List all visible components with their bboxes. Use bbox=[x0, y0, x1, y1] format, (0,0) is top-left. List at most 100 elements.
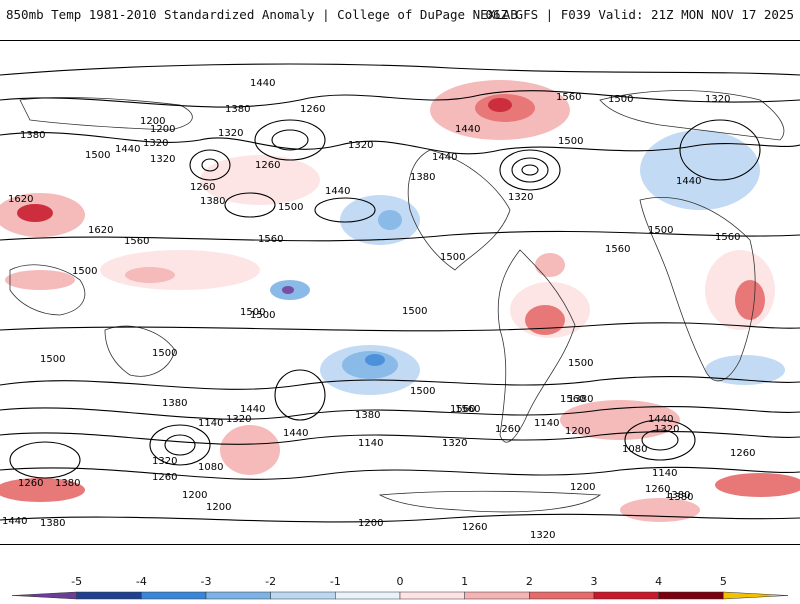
colorbar-tick-labels: -5 -4 -3 -2 -1 0 1 2 3 4 5 bbox=[71, 575, 727, 588]
contour-label: 1380 bbox=[668, 492, 693, 503]
contour-label: 1500 bbox=[558, 136, 583, 147]
contour-label: 1380 bbox=[200, 196, 225, 207]
contour-label: 1500 bbox=[608, 94, 633, 105]
contour-label: 1500 bbox=[278, 202, 303, 213]
colorbar-segment bbox=[399, 591, 465, 600]
contour-label: 1200 bbox=[150, 124, 175, 135]
colorbar-tick-label: -4 bbox=[136, 575, 147, 588]
height-contours bbox=[0, 63, 800, 523]
contour-label: 1260 bbox=[495, 424, 520, 435]
contour-label: 1140 bbox=[198, 418, 223, 429]
contour-label: 1380 bbox=[20, 130, 45, 141]
colorbar-tick-label: 4 bbox=[655, 575, 662, 588]
contour-label: 1500 bbox=[40, 354, 65, 365]
contour-label: 1500 bbox=[72, 266, 97, 277]
colorbar-segment bbox=[205, 591, 271, 600]
contour-label: 1320 bbox=[442, 438, 467, 449]
colorbar-tick-label: -2 bbox=[265, 575, 276, 588]
contour-label: 1380 bbox=[665, 490, 690, 501]
contour-label: 1440 bbox=[325, 186, 350, 197]
contour-label: 1320 bbox=[508, 192, 533, 203]
colorbar-tick-label: -1 bbox=[330, 575, 341, 588]
map-title: 850mb Temp 1981-2010 Standardized Anomal… bbox=[6, 7, 518, 22]
contour-label: 1260 bbox=[462, 522, 487, 533]
contour-label: 1440 bbox=[648, 414, 673, 425]
coastlines bbox=[9, 90, 785, 513]
contour-label: 1320 bbox=[705, 94, 730, 105]
colorbar-segment bbox=[141, 591, 207, 600]
contour-label: 1560 bbox=[455, 404, 480, 415]
contour-label: 1080 bbox=[198, 462, 223, 473]
contour-label: 1140 bbox=[358, 438, 383, 449]
contour-label: 1500 bbox=[648, 225, 673, 236]
contour-label: 1320 bbox=[152, 456, 177, 467]
contour-label: 1200 bbox=[358, 518, 383, 529]
contour-label: 1440 bbox=[676, 176, 701, 187]
anomaly-shading bbox=[0, 80, 800, 522]
contour-label: 1320 bbox=[143, 138, 168, 149]
contour-label: 1440 bbox=[250, 78, 275, 89]
contour-label: 1500 bbox=[152, 348, 177, 359]
anomaly-map: 1440 1380 1260 1200 1320 1500 1440 1380 … bbox=[0, 40, 800, 545]
colorbar-segment bbox=[529, 591, 595, 600]
contour-label: 1380 bbox=[162, 398, 187, 409]
contour-label: 1380 bbox=[355, 410, 380, 421]
contour-label: 1560 bbox=[450, 404, 475, 415]
contour-label: 1260 bbox=[300, 104, 325, 115]
contour-label: 1380 bbox=[225, 104, 250, 115]
contour-label: 1260 bbox=[18, 478, 43, 489]
contour-label: 1320 bbox=[150, 154, 175, 165]
map-canvas: 1440 1380 1260 1200 1320 1500 1440 1380 … bbox=[0, 40, 800, 545]
contour-label: 1620 bbox=[8, 194, 33, 205]
contour-label: 1320 bbox=[654, 424, 679, 435]
contour-label: 1260 bbox=[730, 448, 755, 459]
contour-label: 1320 bbox=[226, 414, 251, 425]
contour-label: 1200 bbox=[182, 490, 207, 501]
colorbar-segment bbox=[335, 591, 401, 600]
contour-label: 1560 bbox=[560, 394, 585, 405]
colorbar-segment bbox=[76, 591, 142, 600]
contour-label: 1500 bbox=[410, 386, 435, 397]
contour-label: 1440 bbox=[240, 404, 265, 415]
contour-label: 1260 bbox=[255, 160, 280, 171]
contour-label: 1200 bbox=[570, 482, 595, 493]
contour-label: 1560 bbox=[556, 92, 581, 103]
colorbar-segment bbox=[593, 591, 659, 600]
contour-label: 1440 bbox=[455, 124, 480, 135]
contour-label: 1260 bbox=[645, 484, 670, 495]
contour-label: 1260 bbox=[190, 182, 215, 193]
contour-label: 1440 bbox=[432, 152, 457, 163]
contour-label: 1140 bbox=[534, 418, 559, 429]
contour-label: 1380 bbox=[40, 518, 65, 529]
contour-label: 1080 bbox=[622, 444, 647, 455]
contour-label: 1500 bbox=[240, 307, 265, 318]
contour-label: 1560 bbox=[715, 232, 740, 243]
contour-label: 1560 bbox=[258, 234, 283, 245]
contour-label: 1200 bbox=[206, 502, 231, 513]
contour-label: 1440 bbox=[283, 428, 308, 439]
contour-label: 1500 bbox=[250, 310, 275, 321]
colorbar-bar bbox=[11, 591, 789, 600]
contour-label: 1620 bbox=[88, 225, 113, 236]
colorbar-tick-label: -5 bbox=[71, 575, 82, 588]
contour-label: 1560 bbox=[124, 236, 149, 247]
contour-label: 1380 bbox=[568, 394, 593, 405]
contour-label: 1560 bbox=[605, 244, 630, 255]
contour-label: 1200 bbox=[565, 426, 590, 437]
colorbar-tick-label: 2 bbox=[526, 575, 533, 588]
contour-label: 1200 bbox=[140, 116, 165, 127]
contour-label: 1500 bbox=[440, 252, 465, 263]
contour-label: 1500 bbox=[402, 306, 427, 317]
contour-label: 1440 bbox=[2, 516, 27, 527]
contour-label: 1500 bbox=[85, 150, 110, 161]
contour-label: 1260 bbox=[152, 472, 177, 483]
anomaly-colorbar: -5 -4 -3 -2 -1 0 1 2 3 4 5 bbox=[0, 572, 800, 600]
contour-label: 1440 bbox=[115, 144, 140, 155]
colorbar-segment bbox=[270, 591, 336, 600]
contour-label: 1380 bbox=[55, 478, 80, 489]
contour-label: 1320 bbox=[530, 530, 555, 541]
model-run-info: 06Z GFS | F039 Valid: 21Z MON NOV 17 202… bbox=[485, 7, 794, 22]
colorbar-tick-label: -3 bbox=[201, 575, 212, 588]
contour-label: 1140 bbox=[652, 468, 677, 479]
map-background bbox=[0, 40, 800, 545]
